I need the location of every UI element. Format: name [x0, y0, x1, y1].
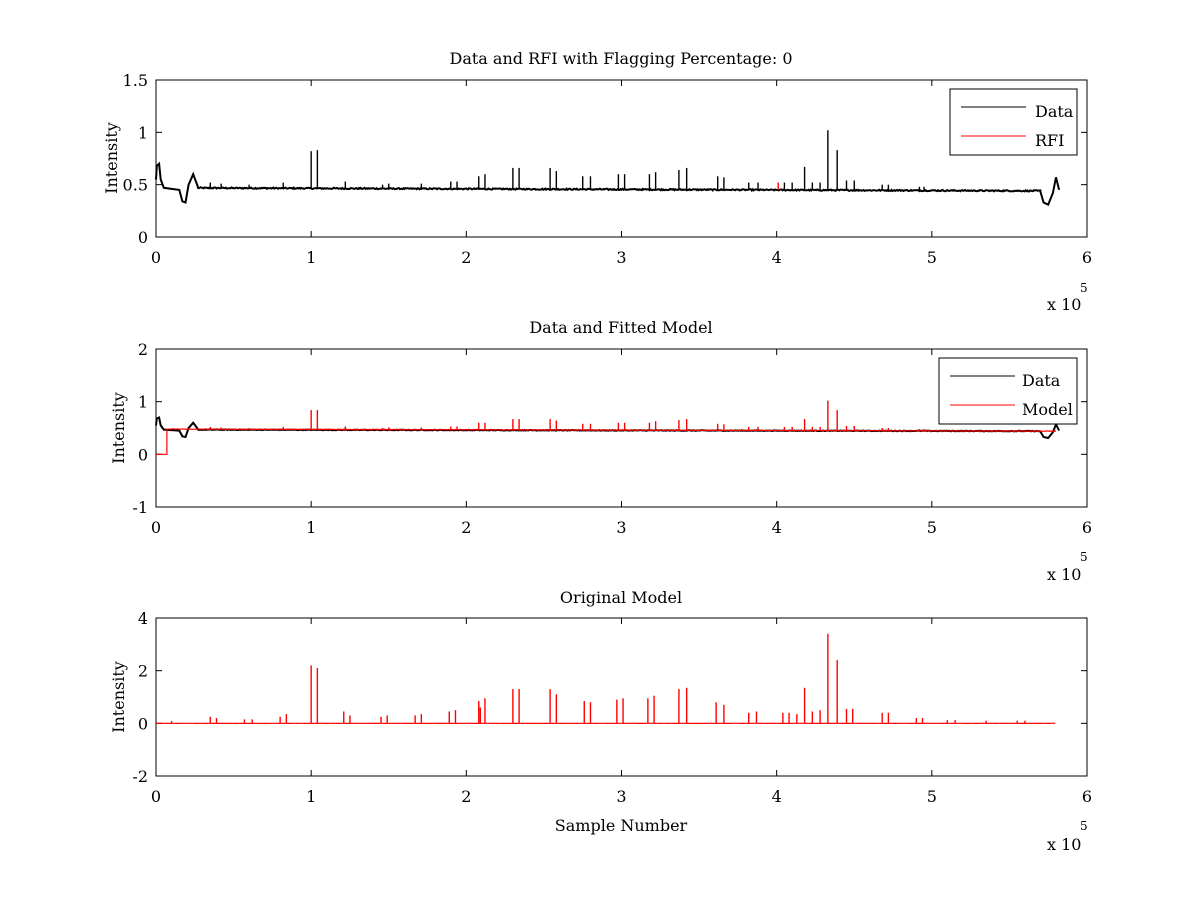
panel-3-title: Original Model	[560, 588, 682, 607]
x-tick-label: 0	[151, 787, 161, 806]
y-tick-label: 0.5	[123, 176, 148, 195]
data-series-line	[155, 161, 1061, 206]
y-tick-label: 1.5	[123, 71, 148, 90]
panel-1: Data and RFI with Flagging Percentage: 0…	[102, 49, 1092, 314]
x-tick-label: 1	[306, 518, 316, 537]
x-tick-label: 3	[616, 518, 626, 537]
panel-1-ticks: 0 1 2 3 4 5 6 0 0.5 1 1.5	[123, 71, 1093, 267]
x-tick-label: 2	[461, 518, 471, 537]
x-tick-label: 3	[616, 787, 626, 806]
y-tick-label: 0	[138, 714, 148, 733]
x-tick-label: 5	[927, 248, 937, 267]
panel-1-legend: Data RFI	[949, 88, 1078, 156]
panel-3-x-multiplier-exponent: 5	[1080, 819, 1088, 833]
panel-1-x-multiplier-exponent: 5	[1080, 281, 1088, 295]
panel-1-x-multiplier: x 10	[1047, 295, 1081, 314]
x-tick-label: 3	[616, 248, 626, 267]
y-tick-label: 2	[138, 340, 148, 359]
panel-2-x-multiplier: x 10	[1047, 565, 1081, 584]
y-tick-label: -1	[132, 498, 148, 517]
panel-3-plot-area	[155, 633, 1056, 725]
panel-2-legend-box	[938, 357, 1078, 425]
x-tick-label: 5	[927, 787, 937, 806]
y-tick-label: 0	[138, 228, 148, 247]
panel-3-ylabel: Intensity	[109, 661, 128, 733]
panel-2-legend-model-label: Model	[1022, 400, 1073, 419]
model-series-line	[156, 428, 1057, 455]
x-tick-label: 2	[461, 248, 471, 267]
panel-2-title: Data and Fitted Model	[529, 318, 712, 337]
panel-3-x-multiplier: x 10	[1047, 835, 1081, 854]
panel-1-plot-area	[155, 130, 1061, 206]
x-tick-label: 6	[1082, 787, 1092, 806]
x-tick-label: 4	[772, 518, 782, 537]
y-tick-label: 0	[138, 445, 148, 464]
panel-1-ylabel: Intensity	[102, 122, 121, 194]
panel-1-legend-box	[949, 88, 1078, 156]
x-tick-label: 0	[151, 518, 161, 537]
x-tick-label: 4	[772, 248, 782, 267]
panel-2-x-multiplier-exponent: 5	[1080, 550, 1088, 564]
y-tick-label: 4	[138, 609, 148, 628]
panel-2-ylabel: Intensity	[109, 392, 128, 464]
x-tick-label: 5	[927, 518, 937, 537]
panel-1-axes-box	[155, 79, 1088, 238]
panel-1-legend-rfi-label: RFI	[1035, 131, 1064, 150]
y-tick-label: -2	[132, 767, 148, 786]
y-tick-label: 2	[138, 662, 148, 681]
x-tick-label: 1	[306, 248, 316, 267]
x-tick-label: 4	[772, 787, 782, 806]
x-tick-label: 6	[1082, 518, 1092, 537]
panel-2-legend: Data Model	[938, 357, 1078, 425]
panel-2-legend-data-label: Data	[1022, 371, 1061, 390]
x-tick-label: 1	[306, 787, 316, 806]
y-tick-label: 1	[138, 393, 148, 412]
x-tick-label: 0	[151, 248, 161, 267]
y-tick-label: 1	[138, 123, 148, 142]
panel-2-plot-area	[155, 400, 1060, 455]
x-tick-label: 2	[461, 787, 471, 806]
panel-3-axes-box	[155, 617, 1088, 777]
panel-1-title: Data and RFI with Flagging Percentage: 0	[449, 49, 792, 68]
x-tick-label: 6	[1082, 248, 1092, 267]
panel-1-legend-data-label: Data	[1035, 102, 1074, 121]
panel-3-xlabel: Sample Number	[555, 816, 688, 835]
